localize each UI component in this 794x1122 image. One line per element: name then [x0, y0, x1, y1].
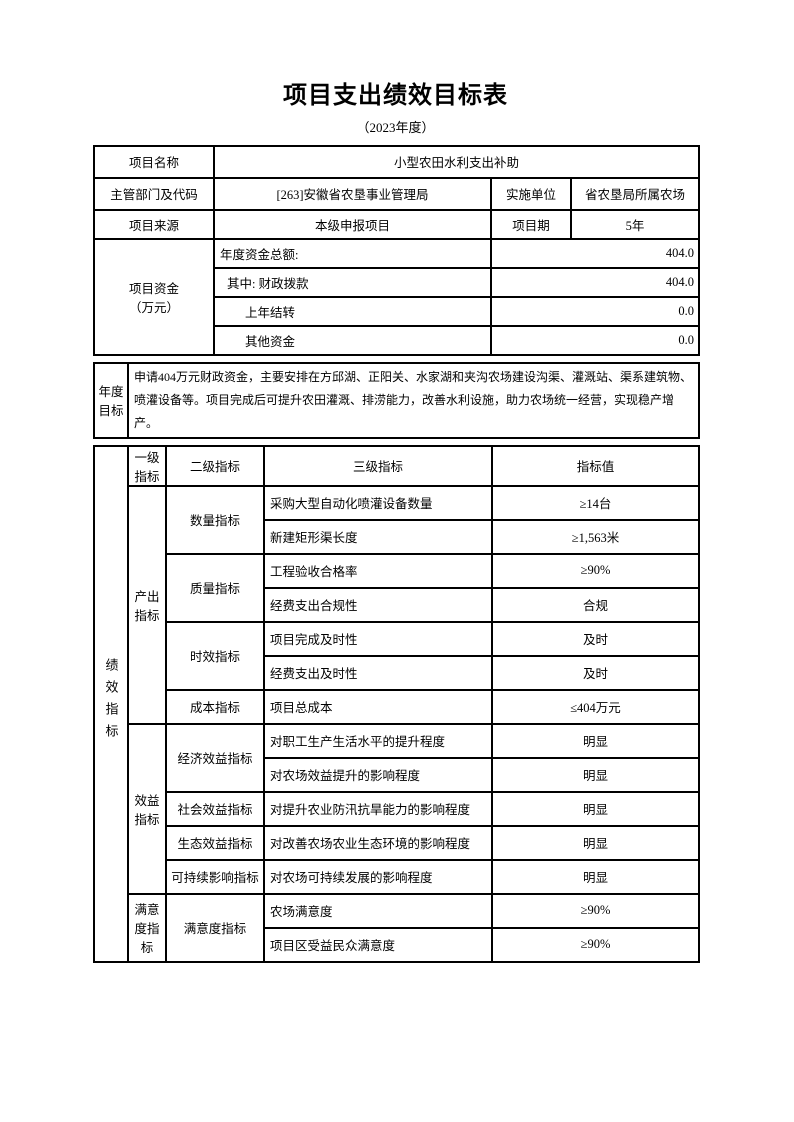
indicator-name: 新建矩形渠长度 [263, 518, 493, 555]
indicator-value: 明显 [491, 858, 700, 895]
indicator-value: 明显 [491, 824, 700, 861]
annual-goal-table: 年度目标 申请404万元财政资金，主要安排在方邱湖、正阳关、水家湖和夹沟农场建设… [93, 361, 700, 439]
table-row: 时效指标 项目完成及时性 及时 [94, 620, 700, 691]
indicator-value: ≥90% [491, 926, 700, 963]
table-row: 可持续影响指标 对农场可持续发展的影响程度 明显 [94, 858, 700, 895]
period-value: 5年 [569, 208, 701, 240]
level2-economic: 经济效益指标 [165, 722, 265, 793]
table-row: 其他资金 0.0 [94, 324, 701, 356]
impl-unit-value: 省农垦局所属农场 [569, 176, 701, 211]
performance-side-label: 绩效指标 [93, 444, 129, 963]
funding-carryover-label: 上年结转 [213, 295, 492, 327]
indicator-value: 及时 [491, 654, 700, 691]
source-value: 本级申报项目 [213, 208, 492, 240]
header-level2: 二级指标 [165, 444, 265, 487]
indicator-name: 项目区受益民众满意度 [263, 926, 493, 963]
table-row: 效益指标 经济效益指标 对职工生产生活水平的提升程度 明显 [94, 722, 700, 895]
table-row: 经费支出合规性 合规 [94, 586, 700, 623]
level2-social: 社会效益指标 [165, 790, 265, 827]
indicator-value: 明显 [491, 790, 700, 827]
indicator-name: 项目总成本 [263, 688, 493, 725]
indicator-name: 采购大型自动化喷灌设备数量 [263, 484, 493, 521]
indicator-value: ≥90% [491, 552, 700, 589]
funding-carryover-value: 0.0 [489, 295, 701, 327]
funding-total-label: 年度资金总额: [213, 237, 492, 269]
indicator-value: 合规 [491, 586, 700, 623]
table-row: 成本指标 项目总成本 ≤404万元 [94, 688, 700, 725]
table-row: 上年结转 0.0 [94, 295, 701, 327]
level1-benefit: 效益指标 [127, 722, 167, 895]
level2-ecological: 生态效益指标 [165, 824, 265, 861]
impl-unit-label: 实施单位 [490, 176, 572, 211]
table-row: 年度目标 申请404万元财政资金，主要安排在方邱湖、正阳关、水家湖和夹沟农场建设… [93, 361, 700, 439]
page-subtitle: （2023年度） [356, 120, 435, 135]
level2-timeliness: 时效指标 [165, 620, 265, 691]
header-value: 指标值 [491, 444, 700, 487]
header-level1: 一级指标 [127, 444, 167, 487]
header-level3: 三级指标 [263, 444, 493, 487]
table-row: 项目资金 （万元） 年度资金总额: 404.0 [93, 237, 701, 356]
indicator-name: 经费支出及时性 [263, 654, 493, 691]
table-row: 生态效益指标 对改善农场农业生态环境的影响程度 明显 [94, 824, 700, 861]
level2-satisfaction: 满意度指标 [165, 892, 265, 963]
table-row: 项目名称 小型农田水利支出补助 [93, 144, 701, 179]
indicator-value: ≤404万元 [491, 688, 700, 725]
period-label: 项目期 [490, 208, 572, 240]
level2-quality: 质量指标 [165, 552, 265, 623]
performance-side-label-text: 绩效指标 [103, 657, 119, 746]
project-name-label: 项目名称 [93, 144, 215, 179]
indicator-value: 明显 [491, 722, 700, 759]
annual-goal-text: 申请404万元财政资金，主要安排在方邱湖、正阳关、水家湖和夹沟农场建设沟渠、灌溉… [127, 361, 700, 439]
funding-other-value: 0.0 [489, 324, 701, 356]
table-row: 经费支出及时性 及时 [94, 654, 700, 691]
indicator-name: 工程验收合格率 [263, 552, 493, 589]
table-row: 主管部门及代码 [263]安徽省农垦事业管理局 实施单位 省农垦局所属农场 [93, 176, 701, 211]
level2-sustainable: 可持续影响指标 [165, 858, 265, 895]
project-name-value: 小型农田水利支出补助 [212, 144, 701, 179]
indicator-value: ≥1,563米 [491, 518, 700, 555]
indicator-value: 明显 [491, 756, 700, 793]
table-row: 社会效益指标 对提升农业防汛抗旱能力的影响程度 明显 [94, 790, 700, 827]
table-row: 质量指标 工程验收合格率 ≥90% [94, 552, 700, 623]
table-row: 其中: 财政拨款 404.0 [94, 266, 701, 298]
table-header-row: 绩效指标 一级指标 二级指标 三级指标 指标值 [93, 444, 700, 963]
indicator-name: 项目完成及时性 [263, 620, 493, 657]
indicator-value: ≥90% [491, 892, 700, 929]
table-row: 满意度指标 满意度指标 农场满意度 ≥90% [94, 892, 700, 963]
indicator-name: 经费支出合规性 [263, 586, 493, 623]
page-title: 项目支出绩效目标表 [283, 83, 508, 109]
indicator-name: 对职工生产生活水平的提升程度 [263, 722, 493, 759]
source-label: 项目来源 [93, 208, 215, 240]
indicator-value: 及时 [491, 620, 700, 657]
table-row: 新建矩形渠长度 ≥1,563米 [94, 518, 700, 555]
table-row: 项目来源 本级申报项目 项目期 5年 [93, 208, 701, 240]
funding-fiscal-value: 404.0 [489, 266, 701, 298]
indicator-name: 农场满意度 [263, 892, 493, 929]
project-info-table: 项目名称 小型农田水利支出补助 主管部门及代码 [263]安徽省农垦事业管理局 … [93, 144, 701, 356]
level2-quantity: 数量指标 [165, 484, 265, 555]
dept-label: 主管部门及代码 [93, 176, 215, 211]
level1-output: 产出指标 [127, 484, 167, 725]
indicator-name: 对改善农场农业生态环境的影响程度 [263, 824, 493, 861]
indicator-value: ≥14台 [491, 484, 700, 521]
level1-satisfaction: 满意度指标 [127, 892, 167, 963]
indicator-name: 对农场效益提升的影响程度 [263, 756, 493, 793]
table-row: 对农场效益提升的影响程度 明显 [94, 756, 700, 793]
funding-total-value: 404.0 [489, 237, 701, 269]
annual-goal-label: 年度目标 [93, 361, 129, 439]
table-row: 项目区受益民众满意度 ≥90% [94, 926, 700, 963]
indicator-name: 对提升农业防汛抗旱能力的影响程度 [263, 790, 493, 827]
dept-value: [263]安徽省农垦事业管理局 [213, 176, 492, 211]
funding-fiscal-label: 其中: 财政拨款 [213, 266, 492, 298]
funding-section-label: 项目资金 （万元） [93, 237, 215, 356]
level2-cost: 成本指标 [165, 688, 265, 725]
table-row: 产出指标 数量指标 采购大型自动化喷灌设备数量 ≥14台 [94, 484, 700, 725]
indicator-name: 对农场可持续发展的影响程度 [263, 858, 493, 895]
funding-other-label: 其他资金 [213, 324, 492, 356]
performance-table: 绩效指标 一级指标 二级指标 三级指标 指标值 产出指标 数量指标 采购大型自动… [93, 444, 700, 963]
